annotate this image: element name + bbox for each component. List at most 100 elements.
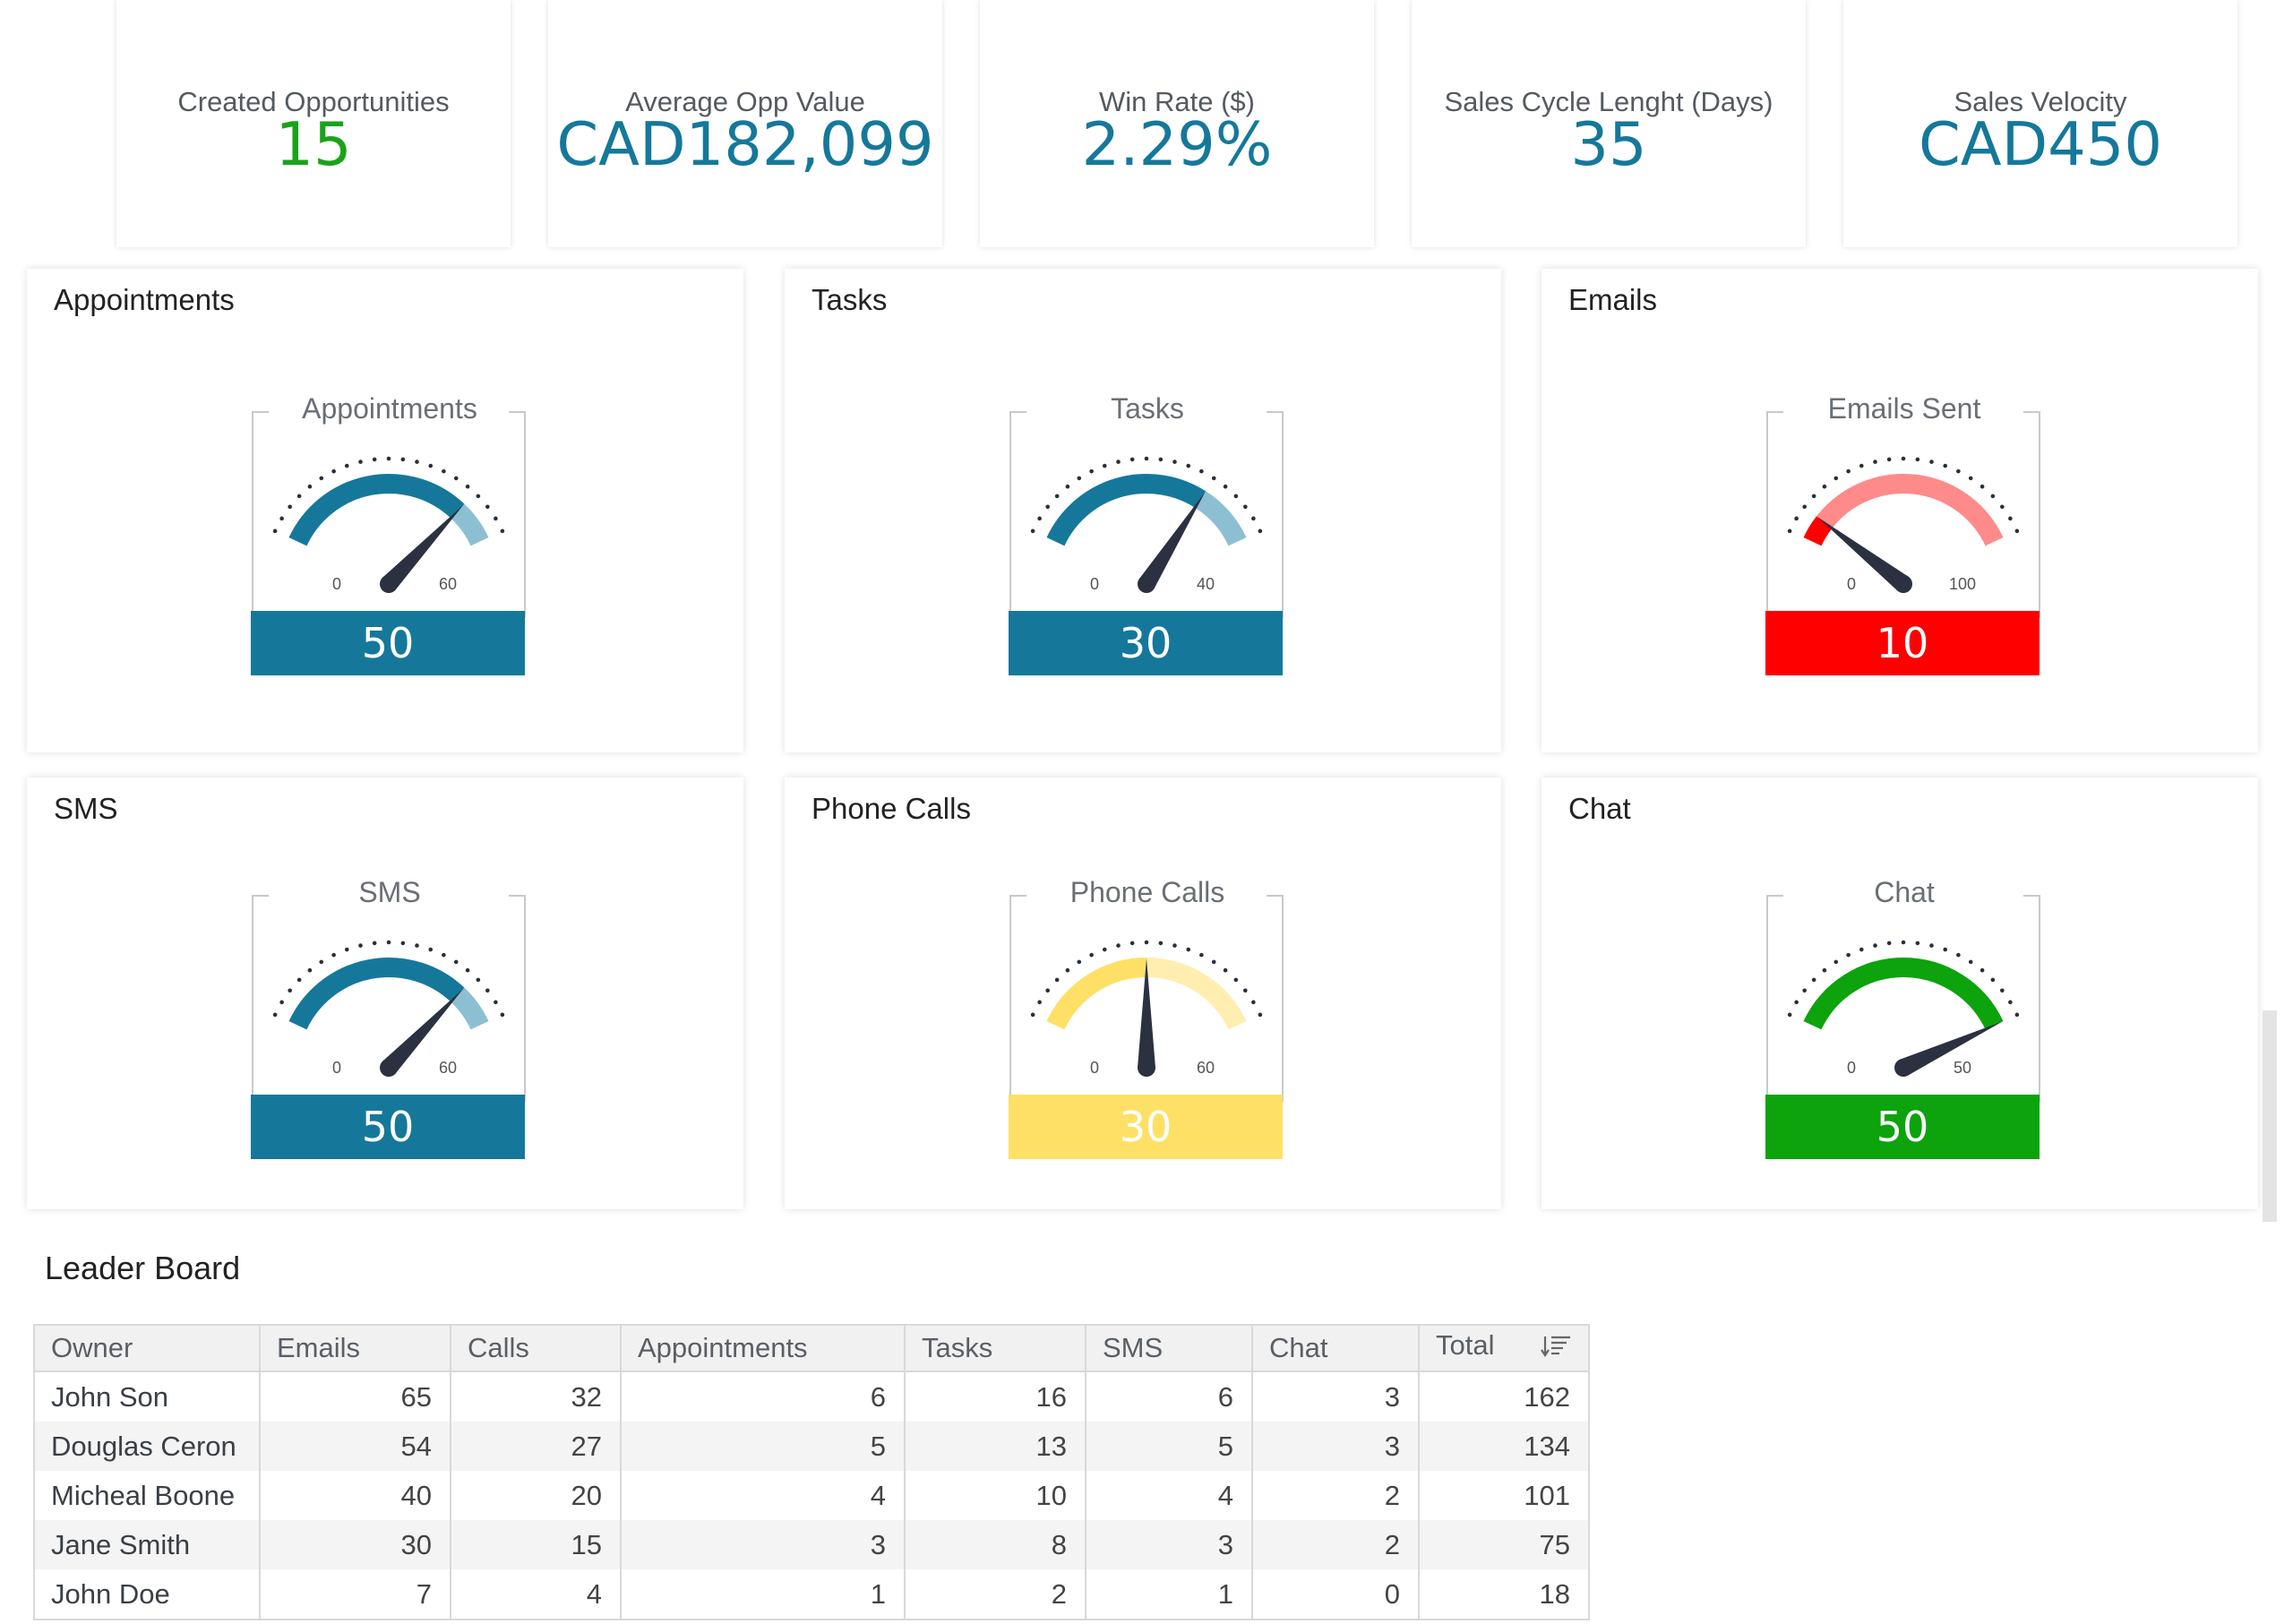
gauge-tick [500,1012,505,1018]
gauge-tick [2000,988,2005,993]
card-sms: SMS 0 60 SMS 50 [27,778,743,1209]
table-cell: 5 [620,1422,906,1471]
leaderboard-table: Owner Emails Calls Appointments Tasks SM… [33,1324,1590,1620]
gauge-remaining-arc [1146,958,1247,1030]
gauge-value: 50 [251,611,525,675]
table-cell: 4 [1085,1471,1253,1520]
column-header-total[interactable]: Total [1418,1324,1590,1372]
gauge-tick [1859,463,1864,468]
gauge-tick [307,967,313,973]
gauge-tick [485,504,490,510]
gauge-tick [1077,476,1082,481]
gauge-tick [1929,460,1934,464]
table-cell: 32 [450,1371,622,1422]
gauge-max-label: 50 [1954,1059,1971,1077]
gauge-needle-hub [380,575,398,593]
gauge-tick [476,494,481,499]
kpi-card-average-opp-value: Average Opp Value CAD182,099 [548,0,942,247]
gauge-title-text: Chat [1858,876,1951,908]
gauge-needle [1138,958,1155,1068]
gauge-title-text: Emails Sent [1811,392,1997,425]
kpi-label: Sales Cycle Lenght (Days) [1444,86,1773,117]
gauge-tick [494,1000,498,1005]
gauge-tick [1199,952,1204,958]
column-header-calls[interactable]: Calls [450,1324,622,1372]
gauge-tick [1089,468,1094,474]
table-cell: 54 [259,1422,451,1471]
column-header-tasks[interactable]: Tasks [904,1324,1086,1372]
gauge-value-arc [1803,516,1833,546]
column-header-chat[interactable]: Chat [1251,1324,1420,1372]
gauge-value: 50 [1765,1095,2040,1159]
gauge-tick [465,967,470,973]
gauge-tick [1158,457,1164,462]
table-cell: 4 [450,1569,622,1620]
gauge-tick [1811,494,1816,499]
gauge-min-label: 0 [1090,1059,1099,1077]
gauge-value-arc [288,474,465,546]
gauge-needle [1816,516,1910,591]
column-header-total-label: Total [1436,1329,1495,1361]
gauge-tick [2008,516,2013,521]
chat-gauge: 0 50 Chat 50 [1765,876,2043,1164]
sms-gauge: 0 60 SMS 50 [251,876,528,1164]
gauge-tick [428,947,434,952]
kpi-label: Created Opportunities [177,86,450,117]
table-cell: 101 [1418,1471,1590,1520]
gauge-tick [1834,476,1839,481]
gauge-tick [1811,977,1816,983]
gauge-title: Phone Calls [1009,876,1286,909]
gauge-tick [344,947,349,952]
gauge-tick [1077,959,1082,965]
leaderboard-title: Leader Board [45,1250,241,1286]
card-appointments: Appointments 0 60 Appointments 50 [27,269,743,752]
table-row: Micheal Boone 40 20 4 10 4 2 101 [33,1471,1590,1520]
gauge-tick [2008,1000,2013,1005]
gauge-tick [2000,504,2005,510]
gauge-tick [1102,947,1107,952]
table-cell: 75 [1418,1520,1590,1569]
gauge-value-arc [1803,958,2004,1030]
gauge-tick [453,476,459,481]
gauge-tick [1102,463,1107,468]
gauge-tick [1794,516,1799,521]
table-cell: 5 [1085,1422,1253,1471]
gauge-remaining-arc [1816,474,2004,546]
gauge-tick [1223,484,1228,489]
gauge-needle [382,504,464,590]
gauge-tick [1846,468,1851,474]
gauge-min-label: 0 [1847,1059,1856,1077]
table-cell: 18 [1418,1569,1590,1620]
gauge-max-label: 60 [439,1059,457,1077]
gauge-tick [1199,468,1204,474]
gauge-tick [1037,516,1042,521]
card-chat: Chat 0 50 Chat 50 [1542,778,2258,1209]
gauge-frame [252,411,526,618]
gauge-value: 10 [1765,611,2040,675]
gauge-value: 30 [1009,611,1283,675]
gauge-tick [465,484,470,489]
column-header-sms[interactable]: SMS [1085,1324,1253,1372]
column-header-appointments[interactable]: Appointments [620,1324,906,1372]
gauge-tick [1243,988,1248,993]
gauge-tick [288,504,292,510]
gauge-tick [1980,967,1985,973]
gauge-tick [279,516,284,521]
gauge-tick [1251,516,1256,521]
gauge-tick [1886,941,1892,946]
gauge-value-arc [1046,474,1207,546]
gauge-tick [1802,504,1807,510]
scrollbar-thumb[interactable] [2263,1010,2277,1222]
gauge-tick [1834,959,1839,965]
card-phone-calls: Phone Calls 0 60 Phone Calls 30 [785,778,1501,1209]
gauge-tick [288,988,292,993]
gauge-tick [1172,943,1177,948]
sort-descending-icon[interactable] [1540,1333,1572,1367]
gauge-tick [386,940,391,945]
column-header-emails[interactable]: Emails [259,1324,451,1372]
gauge-title-text: Appointments [286,392,494,425]
column-header-owner[interactable]: Owner [33,1324,261,1372]
table-row: Jane Smith 30 15 3 8 3 2 75 [33,1520,1590,1569]
gauge-tick [1129,457,1135,462]
kpi-card-sales-cycle-length: Sales Cycle Lenght (Days) 35 [1412,0,1806,247]
